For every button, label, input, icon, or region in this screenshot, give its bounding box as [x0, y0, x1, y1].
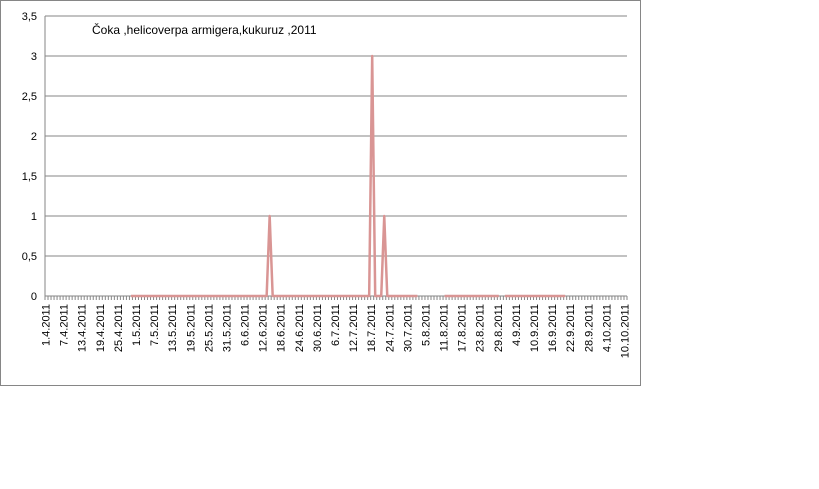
x-tick-label: 10.9.2011 [529, 304, 541, 352]
y-tick-label: 0 [31, 291, 37, 303]
x-tick-label: 4.10.2011 [601, 304, 613, 352]
x-tick-label: 25.5.2011 [203, 304, 215, 352]
x-tick-label: 4.9.2011 [511, 304, 523, 346]
x-tick-label: 23.8.2011 [475, 304, 487, 352]
x-tick-label: 7.5.2011 [149, 304, 161, 346]
x-tick-label: 31.5.2011 [221, 304, 233, 352]
x-tick-label: 22.9.2011 [565, 304, 577, 352]
y-tick-label: 2,5 [22, 91, 37, 103]
x-tick-label: 11.8.2011 [439, 304, 451, 351]
chart-frame [0, 0, 641, 386]
x-tick-label: 30.6.2011 [312, 304, 324, 352]
x-tick-label: 13.4.2011 [77, 304, 89, 352]
x-tick-label: 25.4.2011 [113, 304, 125, 352]
x-tick-label: 19.5.2011 [185, 304, 197, 352]
x-tick-label: 12.6.2011 [258, 304, 270, 352]
x-tick-label: 24.7.2011 [384, 304, 396, 352]
y-tick-label: 2 [31, 131, 37, 143]
x-tick-label: 16.9.2011 [547, 304, 559, 352]
x-tick-label: 1.5.2011 [131, 304, 143, 346]
x-tick-label: 24.6.2011 [294, 304, 306, 352]
x-tick-label: 29.8.2011 [493, 304, 505, 352]
x-tick-label: 30.7.2011 [402, 304, 414, 352]
x-tick-label: 18.7.2011 [366, 304, 378, 352]
x-tick-label: 6.7.2011 [330, 304, 342, 346]
x-tick-label: 12.7.2011 [348, 304, 360, 352]
x-tick-label: 28.9.2011 [583, 304, 595, 352]
y-tick-label: 1,5 [22, 171, 37, 183]
y-tick-label: 0,5 [22, 251, 37, 263]
x-tick-label: 1.4.2011 [41, 304, 53, 346]
x-tick-label: 10.10.2011 [619, 304, 631, 358]
x-tick-label: 7.4.2011 [59, 304, 71, 346]
x-tick-label: 13.5.2011 [167, 304, 179, 352]
chart-title: Čoka ,helicoverpa armigera,kukuruz ,2011 [92, 22, 317, 37]
x-tick-label: 17.8.2011 [457, 304, 469, 352]
y-tick-label: 3 [31, 51, 37, 63]
x-tick-label: 6.6.2011 [240, 304, 252, 346]
x-tick-label: 19.4.2011 [95, 304, 107, 352]
y-tick-label: 3,5 [22, 11, 37, 23]
x-tick-label: 5.8.2011 [420, 304, 432, 346]
x-tick-label: 18.6.2011 [276, 304, 288, 352]
y-tick-label: 1 [31, 211, 37, 223]
data-line [130, 54, 566, 298]
